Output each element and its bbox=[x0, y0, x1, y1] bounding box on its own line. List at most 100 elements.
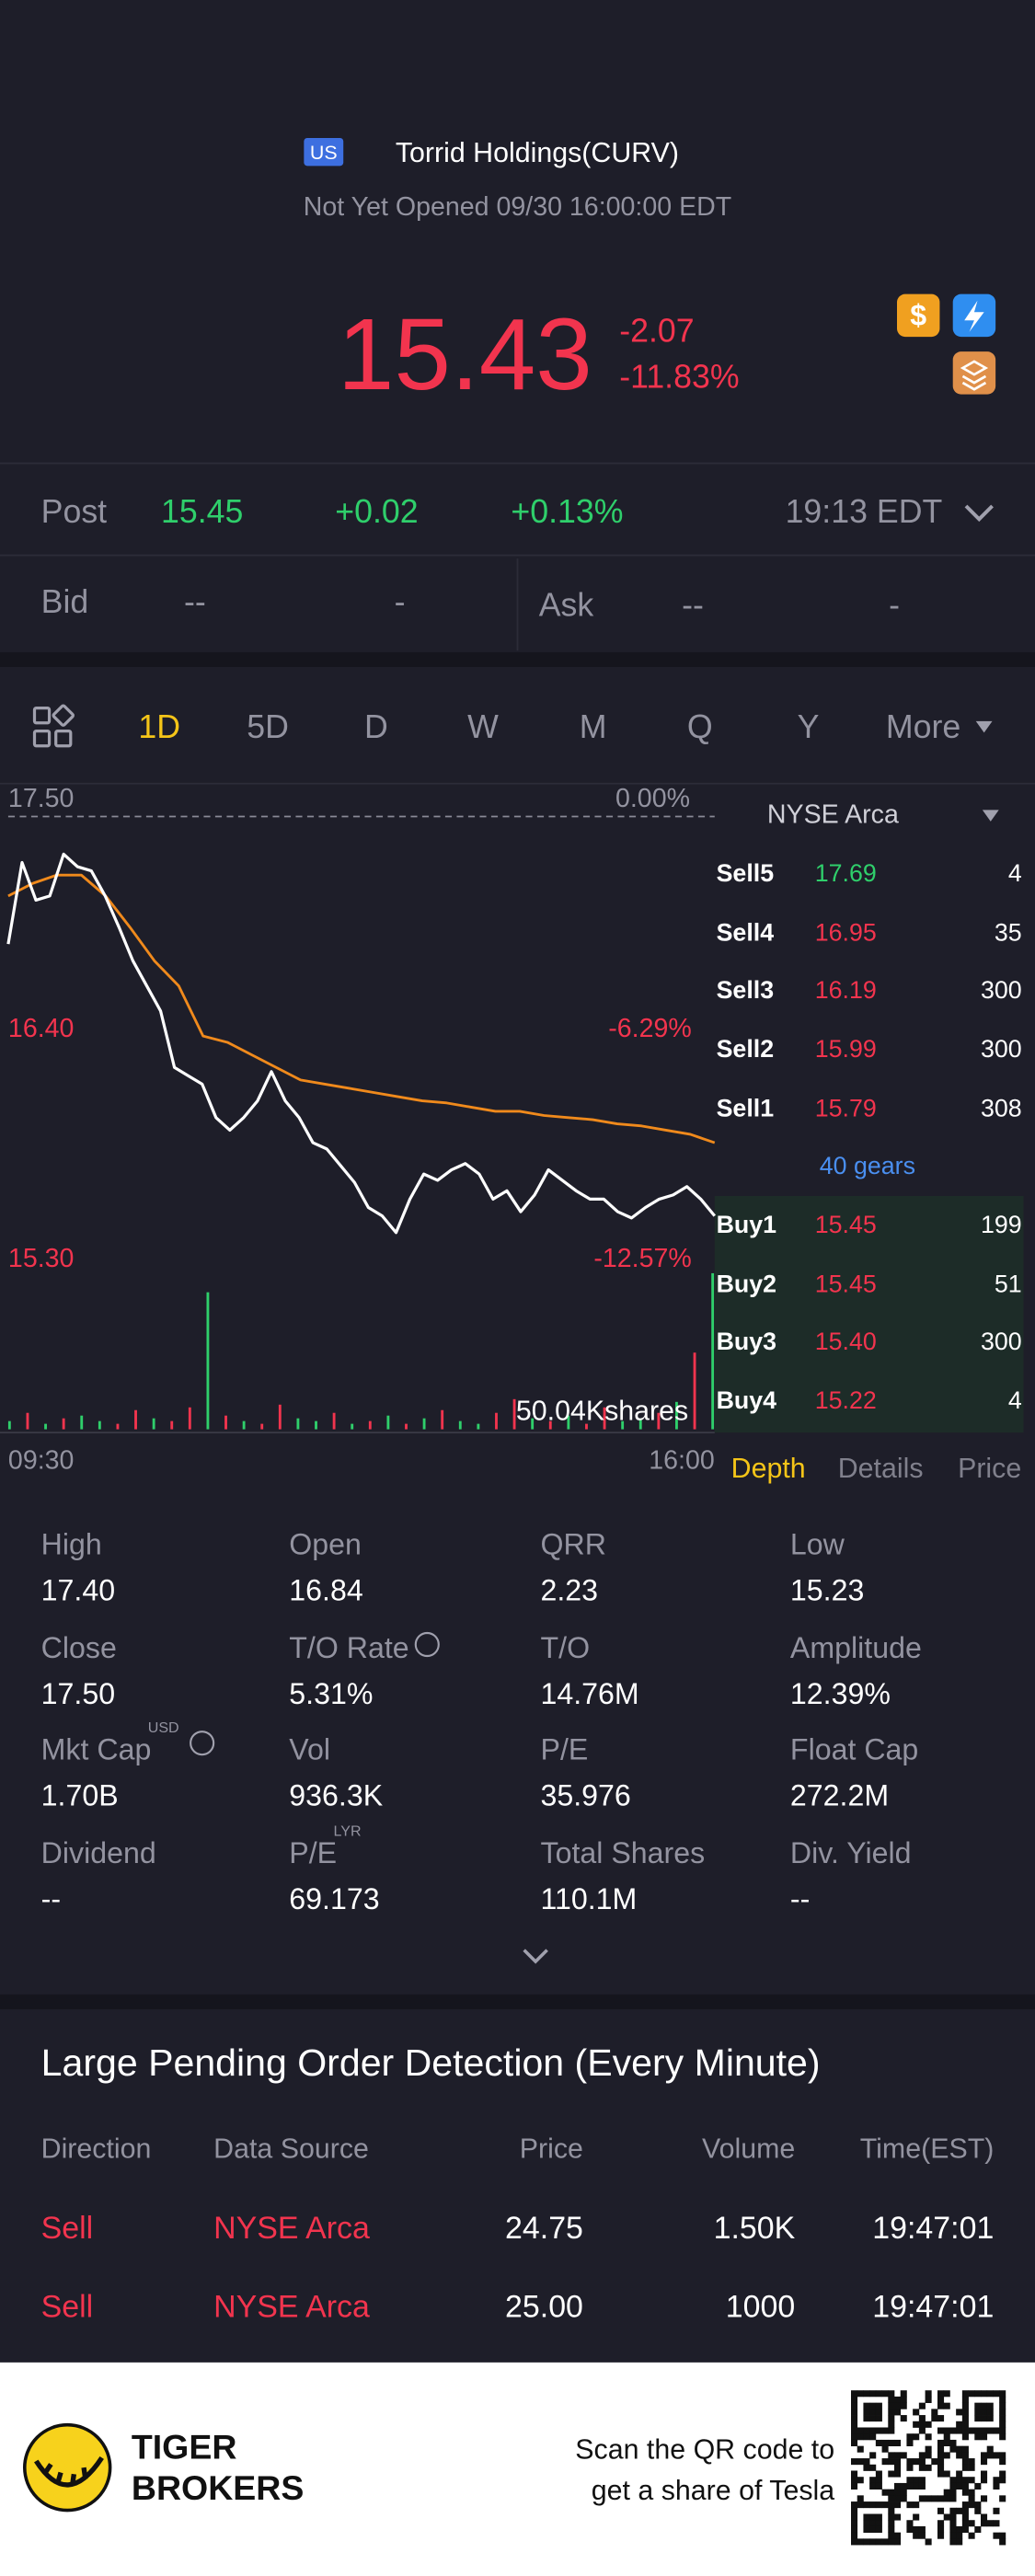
qr-module bbox=[888, 2439, 895, 2446]
layout-icon[interactable] bbox=[32, 704, 75, 748]
period-tab[interactable]: W bbox=[467, 709, 499, 746]
sell-level: Sell4 bbox=[716, 918, 775, 947]
volume-bar bbox=[603, 1407, 606, 1430]
qr-module bbox=[943, 2495, 950, 2502]
qr-module bbox=[999, 2421, 1006, 2428]
icon-dollar[interactable] bbox=[896, 293, 940, 338]
qr-module bbox=[943, 2470, 950, 2478]
qr-module bbox=[888, 2415, 895, 2422]
qr-module bbox=[961, 2390, 969, 2398]
volume-bar bbox=[531, 1418, 535, 1430]
period-tab[interactable]: D bbox=[364, 709, 388, 746]
qr-module bbox=[863, 2513, 870, 2521]
qr-module bbox=[888, 2390, 895, 2398]
period-tab[interactable]: 1D bbox=[138, 709, 181, 746]
period-tab[interactable]: More bbox=[885, 709, 961, 746]
qr-module bbox=[980, 2495, 988, 2502]
qr-module bbox=[999, 2415, 1006, 2422]
qr-module bbox=[937, 2464, 945, 2471]
period-tab[interactable]: Q bbox=[686, 709, 713, 746]
icon-layers[interactable] bbox=[952, 351, 996, 395]
info-icon[interactable] bbox=[414, 1631, 440, 1658]
order-book-tab[interactable]: Price bbox=[958, 1453, 1022, 1485]
sell-price: 16.95 bbox=[814, 918, 877, 947]
qr-module bbox=[968, 2501, 975, 2509]
qr-module bbox=[869, 2525, 877, 2533]
qr-module bbox=[881, 2390, 889, 2398]
qr-module bbox=[931, 2415, 938, 2422]
qr-module bbox=[961, 2409, 969, 2416]
period-tab[interactable]: M bbox=[579, 709, 607, 746]
qr-module bbox=[961, 2445, 969, 2453]
price-change-pct: -11.83% bbox=[619, 360, 740, 397]
qr-module bbox=[918, 2415, 926, 2422]
last-price: 15.43 bbox=[337, 298, 592, 413]
period-tab[interactable]: Y bbox=[797, 709, 820, 746]
stat-label: Low bbox=[789, 1527, 845, 1561]
qr-module bbox=[961, 2433, 969, 2441]
qr-module bbox=[999, 2532, 1006, 2539]
qr-module bbox=[949, 2538, 957, 2546]
stat-label: Close bbox=[40, 1630, 117, 1664]
qr-module bbox=[993, 2532, 1000, 2539]
exchange-select[interactable]: NYSE Arca bbox=[766, 801, 899, 830]
sell-price: 15.99 bbox=[814, 1036, 877, 1064]
order-book-tab[interactable]: Details bbox=[837, 1453, 924, 1485]
pct-tick-label: 0.00% bbox=[615, 785, 690, 813]
stat-label: T/O bbox=[540, 1630, 591, 1664]
qr-module bbox=[893, 2396, 902, 2403]
qr-module bbox=[918, 2402, 926, 2409]
period-tab[interactable]: 5D bbox=[247, 709, 289, 746]
qr-module bbox=[993, 2477, 1000, 2484]
post-change-pct: +0.13% bbox=[511, 494, 624, 531]
qr-module bbox=[986, 2427, 994, 2434]
qr-module bbox=[906, 2464, 914, 2471]
qr-module bbox=[949, 2427, 957, 2434]
buy-price: 15.40 bbox=[814, 1328, 877, 1357]
qr-module bbox=[961, 2458, 969, 2466]
stat-value: 1.70B bbox=[40, 1778, 119, 1812]
ask-label: Ask bbox=[538, 588, 594, 625]
order-cell: 1.50K bbox=[713, 2212, 796, 2247]
volume-bar bbox=[224, 1415, 227, 1430]
qr-module bbox=[913, 2421, 920, 2428]
qr-module bbox=[961, 2501, 969, 2509]
stat-value: 14.76M bbox=[540, 1676, 639, 1710]
qr-module bbox=[875, 2402, 882, 2409]
qr-module bbox=[949, 2507, 957, 2514]
order-cell: 24.75 bbox=[505, 2212, 583, 2247]
volume-bar bbox=[242, 1420, 246, 1430]
qr-module bbox=[875, 2409, 882, 2416]
info-icon[interactable] bbox=[190, 1731, 215, 1756]
qr-module bbox=[888, 2513, 895, 2521]
qr-module bbox=[993, 2482, 1000, 2490]
stat-label: Float Cap bbox=[789, 1732, 919, 1766]
qr-module bbox=[893, 2501, 902, 2509]
pct-tick-label: -6.29% bbox=[608, 1015, 692, 1044]
qr-module bbox=[893, 2482, 902, 2490]
section-gap bbox=[0, 651, 1035, 667]
qr-module bbox=[925, 2445, 932, 2453]
qr-module bbox=[850, 2538, 858, 2546]
qr-module bbox=[850, 2427, 858, 2434]
qr-module bbox=[888, 2495, 895, 2502]
volume-bar bbox=[441, 1409, 444, 1430]
icon-glyph bbox=[964, 300, 984, 332]
qr-module bbox=[906, 2477, 914, 2484]
order-cell: NYSE Arca bbox=[213, 2212, 370, 2247]
bid-price: -- bbox=[183, 584, 206, 621]
expand-chevron[interactable] bbox=[523, 1949, 548, 1964]
order-book-tab[interactable]: Depth bbox=[730, 1453, 806, 1485]
buy-level: Buy2 bbox=[716, 1270, 777, 1299]
more-arrow[interactable] bbox=[975, 720, 993, 733]
qr-code bbox=[850, 2390, 1006, 2546]
volume-bar bbox=[296, 1418, 300, 1430]
stat-superscript: LYR bbox=[333, 1822, 362, 1839]
exchange-arrow[interactable] bbox=[982, 810, 999, 822]
time-dropdown[interactable] bbox=[964, 504, 994, 523]
qr-module bbox=[931, 2458, 938, 2466]
qr-module bbox=[961, 2507, 969, 2514]
qr-module bbox=[863, 2538, 870, 2546]
qr-module bbox=[869, 2402, 877, 2409]
volume-bar bbox=[368, 1420, 372, 1430]
